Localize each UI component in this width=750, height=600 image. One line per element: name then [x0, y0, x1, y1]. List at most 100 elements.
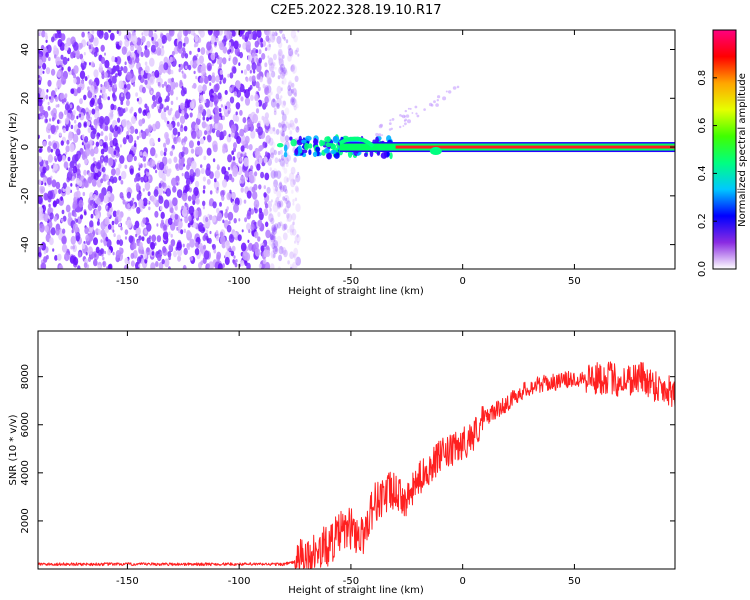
noise-speckle — [138, 264, 141, 268]
noise-speckle — [160, 251, 163, 255]
noise-speckle — [177, 220, 183, 229]
noise-speckle — [49, 212, 54, 220]
noise-speckle — [197, 210, 202, 217]
noise-speckle — [203, 76, 209, 85]
noise-speckle — [93, 237, 98, 246]
noise-speckle — [119, 144, 122, 148]
noise-speckle — [136, 256, 142, 264]
noise-speckle — [172, 185, 177, 193]
snr-y-label: SNR (10 * v/v) — [8, 414, 19, 485]
noise-speckle — [38, 179, 42, 185]
noise-speckle — [84, 180, 89, 188]
colorbar-tick-label: 0.2 — [697, 213, 708, 229]
noise-speckle — [157, 96, 163, 104]
noise-speckle — [292, 88, 297, 95]
noise-speckle — [229, 87, 233, 93]
noise-speckle — [278, 52, 281, 57]
noise-speckle — [233, 40, 239, 50]
noise-speckle — [55, 223, 61, 231]
noise-speckle — [182, 87, 187, 94]
noise-speckle — [161, 258, 165, 265]
noise-speckle — [129, 125, 135, 134]
noise-speckle — [240, 260, 245, 267]
noise-speckle — [206, 263, 210, 269]
noise-speckle — [173, 250, 177, 258]
noise-speckle — [236, 136, 242, 144]
noise-speckle — [126, 130, 130, 136]
noise-speckle — [107, 202, 111, 207]
noise-speckle — [255, 63, 262, 73]
noise-speckle — [268, 137, 274, 146]
noise-speckle — [251, 62, 257, 71]
noise-speckle — [289, 228, 294, 236]
noise-speckle — [213, 94, 219, 105]
noise-speckle — [40, 262, 47, 269]
noise-speckle — [265, 229, 271, 239]
signal-streak-dot — [390, 127, 393, 130]
heatmap-y-axis: -40 -20 0 20 40 — [20, 43, 675, 253]
signal-blob — [294, 148, 299, 156]
colorbar-label: Normalized spectral amplitude — [737, 73, 748, 227]
noise-speckle — [164, 131, 169, 140]
noise-speckle — [115, 73, 118, 78]
noise-speckle — [154, 210, 159, 218]
noise-speckle — [159, 205, 163, 211]
noise-speckle — [92, 204, 95, 209]
noise-speckle — [179, 115, 186, 124]
noise-speckle — [234, 47, 240, 56]
noise-speckle — [146, 222, 152, 232]
noise-speckle — [280, 133, 286, 143]
noise-speckle — [56, 30, 61, 34]
noise-speckle — [157, 185, 164, 195]
noise-speckle — [75, 76, 81, 85]
noise-speckle — [86, 113, 91, 121]
noise-speckle — [104, 59, 110, 69]
noise-speckle — [184, 112, 189, 120]
noise-speckle — [271, 141, 276, 149]
noise-speckle — [105, 236, 109, 242]
noise-speckle — [289, 263, 293, 268]
noise-speckle — [97, 218, 100, 222]
noise-speckle — [76, 129, 80, 134]
noise-speckle — [113, 130, 119, 138]
noise-speckle — [116, 209, 121, 218]
noise-speckle — [167, 68, 172, 75]
noise-speckle — [243, 199, 247, 204]
x-tick-label: -50 — [343, 576, 359, 587]
noise-speckle — [263, 185, 266, 190]
noise-speckle — [178, 68, 181, 73]
noise-speckle — [89, 116, 92, 121]
noise-speckle — [60, 196, 63, 201]
noise-speckle — [157, 81, 161, 87]
noise-speckle — [220, 190, 225, 198]
noise-speckle — [71, 229, 74, 234]
noise-speckle — [268, 238, 273, 246]
noise-speckle — [243, 157, 250, 167]
noise-speckle — [254, 93, 259, 102]
noise-speckle — [264, 96, 269, 104]
noise-speckle — [239, 83, 245, 93]
noise-speckle — [140, 176, 144, 183]
noise-speckle — [141, 35, 146, 43]
noise-speckle — [44, 182, 47, 186]
noise-speckle — [266, 44, 271, 51]
noise-speckle — [143, 30, 149, 37]
noise-speckle — [273, 240, 279, 248]
noise-speckle — [64, 93, 68, 98]
colorbar-tick-label: 0.0 — [697, 261, 708, 277]
noise-speckle — [235, 102, 241, 110]
signal-streak-dot — [445, 90, 448, 93]
noise-speckle — [227, 110, 231, 115]
noise-speckle — [165, 84, 172, 93]
noise-speckle — [195, 75, 198, 80]
signal-streak-dot — [415, 112, 418, 115]
noise-speckle — [126, 219, 132, 229]
noise-speckle — [265, 249, 271, 258]
noise-speckle — [151, 94, 156, 102]
noise-speckle — [89, 220, 94, 228]
noise-speckle — [115, 250, 121, 259]
signal-blob — [324, 136, 331, 143]
noise-speckle — [158, 108, 161, 113]
noise-speckle — [118, 107, 124, 117]
noise-speckle — [219, 112, 222, 117]
